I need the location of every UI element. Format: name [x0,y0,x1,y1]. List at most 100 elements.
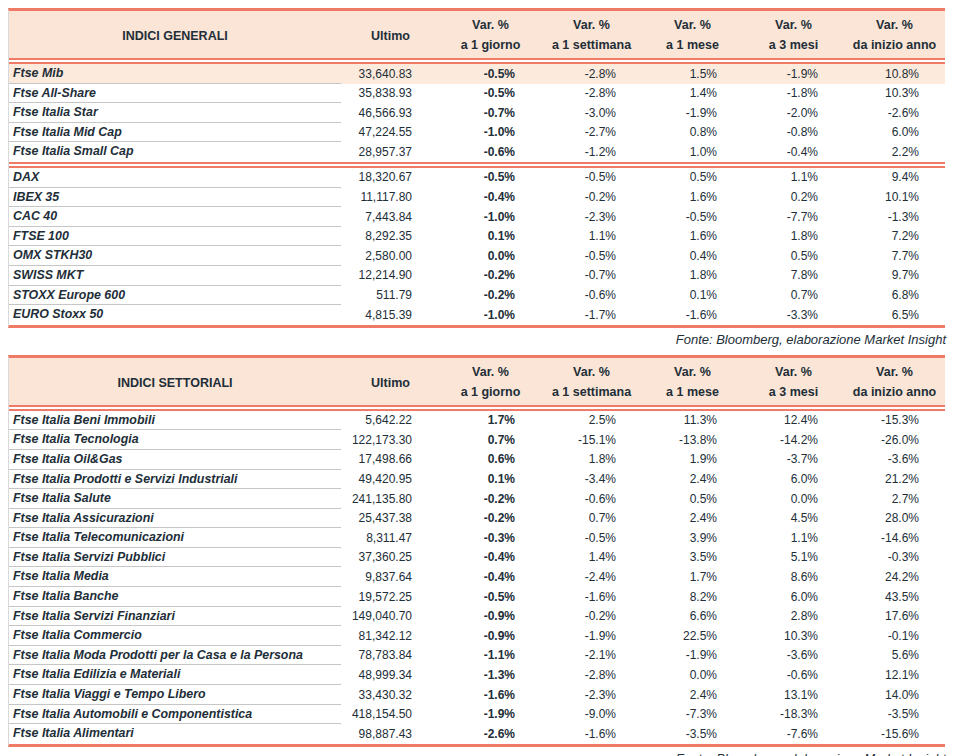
var-value-cell: -1.0% [440,305,541,325]
var-value-cell: -0.9% [440,607,541,627]
var-value-cell: -3.6% [844,450,945,470]
var-value-cell: 17.6% [844,607,945,627]
var-value-cell: 10.3% [743,626,844,646]
var-value-cell: 2.4% [642,509,743,529]
table-row: Ftse Italia Banche19,572.25-0.5%-1.6%8.2… [9,587,945,607]
var-value-cell: 6.8% [844,286,945,306]
var-value-cell: -0.4% [440,548,541,568]
table-row: Ftse Italia Assicurazioni25,437.38-0.2%0… [9,509,945,529]
var-value-cell: -0.5% [541,246,642,266]
index-name-cell: Ftse Italia Small Cap [9,142,341,162]
table-row: SWISS MKT12,214.90-0.2%-0.7%1.8%7.8%9.7% [9,266,945,286]
var-value-cell: 0.7% [743,286,844,306]
sector-indices-section: INDICI SETTORIALIUltimoVar. %Var. %Var. … [8,355,945,756]
var-value-cell: 43.5% [844,587,945,607]
var-value-cell: 0.0% [743,489,844,509]
var-value-cell: 24.2% [844,567,945,587]
column-header-var: Var. % [642,358,743,383]
var-value-cell: -0.6% [541,489,642,509]
var-value-cell: -7.7% [743,207,844,227]
var-value-cell: -7.6% [743,724,844,744]
table-title: INDICI GENERALI [9,11,341,58]
var-value-cell: 5.1% [743,548,844,568]
index-name-cell: Ftse Italia Assicurazioni [9,509,341,529]
var-value-cell: 2.2% [844,142,945,162]
column-header-var: Var. % [743,11,844,36]
var-value-cell: 2.4% [642,470,743,490]
var-value-cell: -1.6% [440,685,541,705]
column-header-var: Var. % [844,11,945,36]
table-row: Ftse Italia Moda Prodotti per la Casa e … [9,646,945,666]
var-value-cell: -0.1% [844,626,945,646]
index-name-cell: IBEX 35 [9,188,341,208]
header-row-top: INDICI GENERALIUltimoVar. %Var. %Var. %V… [9,11,945,36]
index-name-cell: SWISS MKT [9,266,341,286]
var-value-cell: -3.6% [743,646,844,666]
var-value-cell: -1.9% [440,705,541,725]
var-value-cell: 1.8% [743,227,844,247]
general-indices-table: INDICI GENERALIUltimoVar. %Var. %Var. %V… [8,8,945,328]
column-header-var: Var. % [844,358,945,383]
table-row: Ftse Italia Servizi Pubblici37,360.25-0.… [9,548,945,568]
var-value-cell: -2.7% [541,123,642,143]
table-row: DAX18,320.67-0.5%-0.5%0.5%1.1%9.4% [9,168,945,188]
var-value-cell: 13.1% [743,685,844,705]
index-name-cell: Ftse Italia Servizi Pubblici [9,548,341,568]
ultimo-value-cell: 9,837.64 [341,567,440,587]
var-value-cell: -3.5% [844,705,945,725]
sector-indices-table-slot: INDICI SETTORIALIUltimoVar. %Var. %Var. … [8,355,945,747]
var-value-cell: -1.9% [642,103,743,123]
var-value-cell: 2.8% [743,607,844,627]
index-name-cell: Ftse Italia Edilizia e Materiali [9,665,341,685]
var-value-cell: -1.8% [743,84,844,104]
ultimo-value-cell: 33,640.83 [341,64,440,84]
var-value-cell: -2.6% [440,724,541,744]
var-value-cell: 1.7% [642,567,743,587]
var-value-cell: -3.4% [541,470,642,490]
var-value-cell: -0.3% [844,548,945,568]
ultimo-value-cell: 17,498.66 [341,450,440,470]
column-header-var-period: a 3 mesi [743,36,844,58]
ultimo-value-cell: 511.79 [341,286,440,306]
table-header: INDICI SETTORIALIUltimoVar. %Var. %Var. … [9,358,945,405]
var-value-cell: -0.2% [440,286,541,306]
column-header-var-period: da inizio anno [844,36,945,58]
ultimo-value-cell: 12,214.90 [341,266,440,286]
table-row: Ftse Italia Oil&Gas17,498.660.6%1.8%1.9%… [9,450,945,470]
column-header-var-period: a 1 giorno [440,383,541,405]
var-value-cell: 2.5% [541,411,642,431]
var-value-cell: -0.5% [440,64,541,84]
var-value-cell: 0.0% [642,665,743,685]
var-value-cell: -1.9% [743,64,844,84]
table-row: Ftse Italia Mid Cap47,224.55-1.0%-2.7%0.… [9,123,945,143]
table-row: Ftse Italia Salute241,135.80-0.2%-0.6%0.… [9,489,945,509]
var-value-cell: -0.5% [440,84,541,104]
var-value-cell: 1.0% [642,142,743,162]
var-value-cell: -0.7% [541,266,642,286]
var-value-cell: -1.6% [642,305,743,325]
ultimo-value-cell: 35,838.93 [341,84,440,104]
column-header-ultimo: Ultimo [341,358,440,405]
var-value-cell: -0.6% [743,665,844,685]
var-value-cell: 6.0% [743,470,844,490]
table-row: Ftse Italia Servizi Finanziari149,040.70… [9,607,945,627]
var-value-cell: 7.8% [743,266,844,286]
ultimo-value-cell: 18,320.67 [341,168,440,188]
var-value-cell: -2.3% [541,685,642,705]
table-row: Ftse Italia Telecomunicazioni8,311.47-0.… [9,528,945,548]
var-value-cell: 22.5% [642,626,743,646]
ultimo-value-cell: 4,815.39 [341,305,440,325]
var-value-cell: 0.8% [642,123,743,143]
index-name-cell: STOXX Europe 600 [9,286,341,306]
ultimo-value-cell: 8,292.35 [341,227,440,247]
table-row: STOXX Europe 600511.79-0.2%-0.6%0.1%0.7%… [9,286,945,306]
index-name-cell: OMX STKH30 [9,246,341,266]
index-name-cell: Ftse Italia Tecnologia [9,430,341,450]
var-value-cell: 3.5% [642,548,743,568]
column-header-var-period: a 1 settimana [541,36,642,58]
index-name-cell: Ftse All-Share [9,84,341,104]
var-value-cell: -15.6% [844,724,945,744]
var-value-cell: -13.8% [642,430,743,450]
var-value-cell: 11.3% [642,411,743,431]
var-value-cell: 1.7% [440,411,541,431]
